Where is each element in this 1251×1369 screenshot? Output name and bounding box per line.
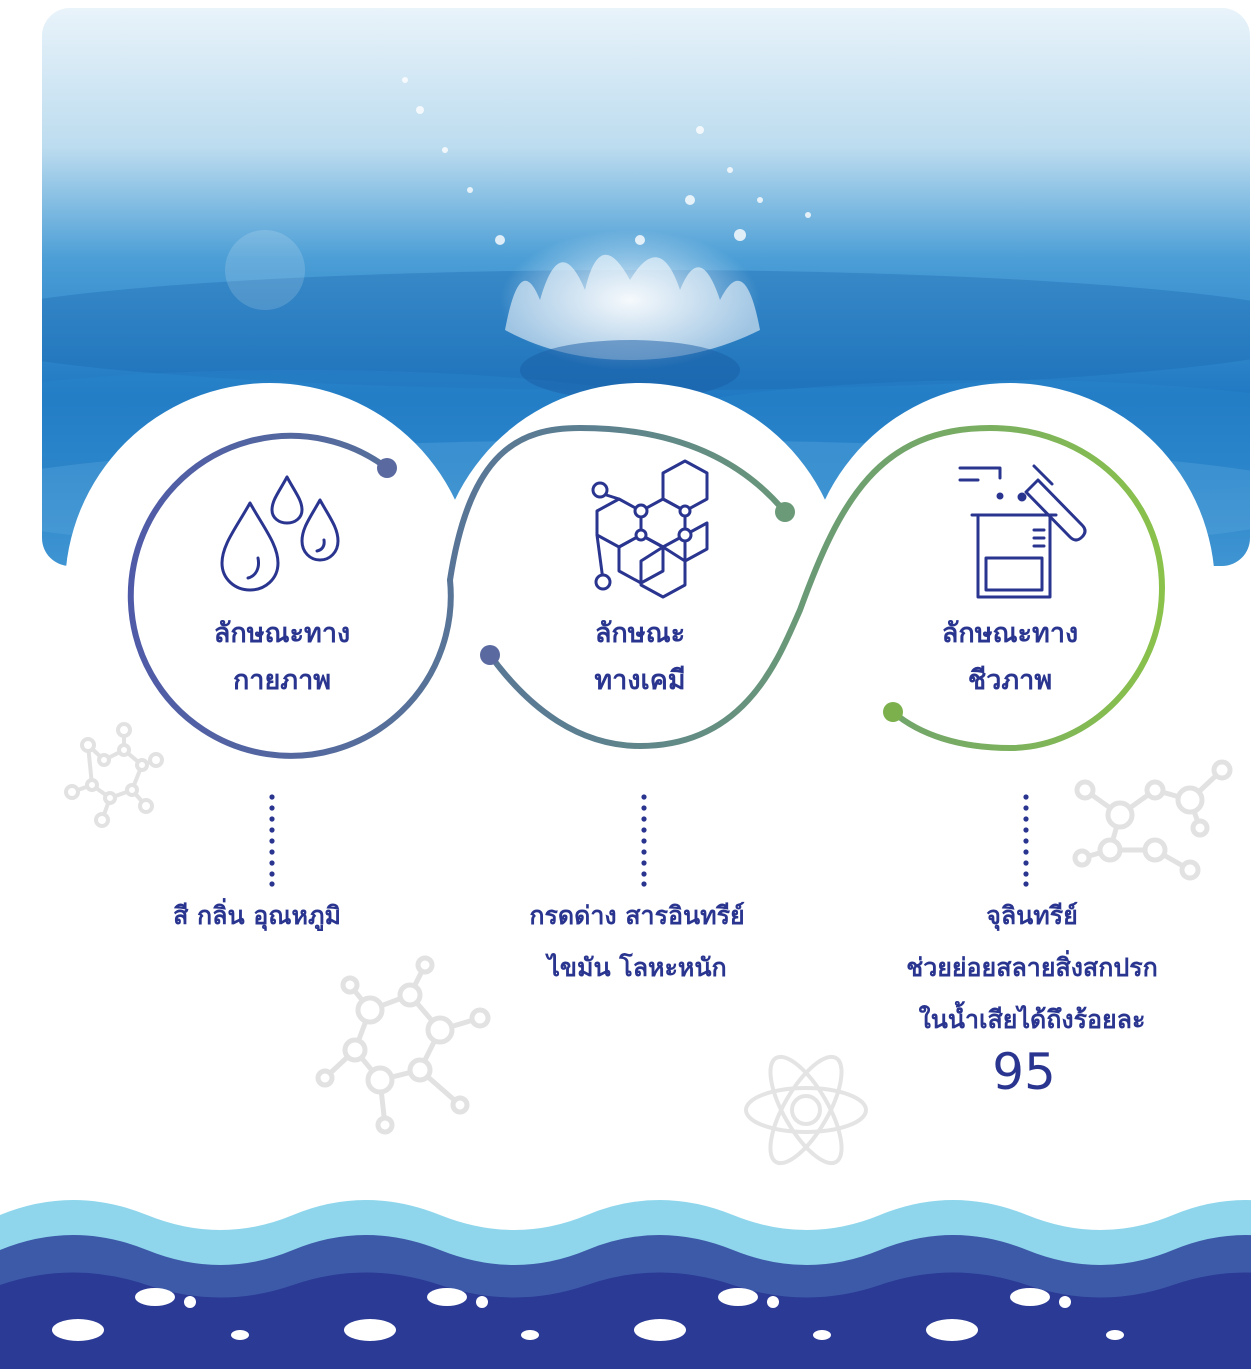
biological-title: ลักษณะทาง ชีวภาพ (890, 610, 1130, 704)
decorative-molecule-left (64, 722, 164, 828)
water-drops-icon (220, 475, 340, 592)
connector-physical (269, 794, 275, 887)
connector-biological (1023, 794, 1029, 887)
decorative-molecule-right (1072, 759, 1233, 881)
biological-desc-line1: จุลินทรีย์ (986, 901, 1078, 930)
biological-title-line1: ลักษณะทาง (941, 618, 1079, 649)
chemical-desc-line1: กรดด่าง สารอินทรีย์ (529, 901, 745, 930)
chemical-description: กรดด่าง สารอินทรีย์ ไขมัน โลหะหนัก (437, 890, 837, 994)
biological-percentage: 95 (992, 1043, 1056, 1101)
dotted-connectors (269, 794, 1029, 887)
physical-description: สี กลิ่น อุณหภูมิ (57, 890, 457, 942)
biological-desc-line2: ช่วยย่อยสลายสิ่งสกปรก (906, 953, 1158, 982)
chemical-desc-line2: ไขมัน โลหะหนัก (547, 953, 727, 982)
lab-beaker-test-tube-icon (958, 464, 1087, 599)
flow-line (127, 424, 1166, 759)
bottom-waves (0, 1200, 1251, 1369)
decorative-molecule-center (315, 955, 491, 1135)
flow-line-endpoints (377, 458, 903, 722)
biological-description: จุลินทรีย์ ช่วยย่อยสลายสิ่งสกปรก ในน้ำเส… (832, 890, 1232, 1046)
circle-backdrop (65, 383, 1215, 793)
biological-title-line2: ชีวภาพ (967, 665, 1053, 696)
biological-desc-line3: ในน้ำเสียได้ถึงร้อยละ (918, 1005, 1146, 1034)
connector-chemical (641, 794, 647, 887)
chemical-title-line2: ทางเคมี (594, 665, 686, 696)
physical-title-line1: ลักษณะทาง (213, 618, 351, 649)
physical-title: ลักษณะทาง กายภาพ (162, 610, 402, 704)
molecule-structure-icon (591, 459, 709, 599)
chemical-title-line1: ลักษณะ (594, 618, 686, 649)
chemical-title: ลักษณะ ทางเคมี (520, 610, 760, 704)
physical-title-line2: กายภาพ (232, 665, 332, 696)
physical-desc-line1: สี กลิ่น อุณหภูมิ (173, 901, 341, 930)
decorative-atom-icon (744, 1054, 868, 1166)
